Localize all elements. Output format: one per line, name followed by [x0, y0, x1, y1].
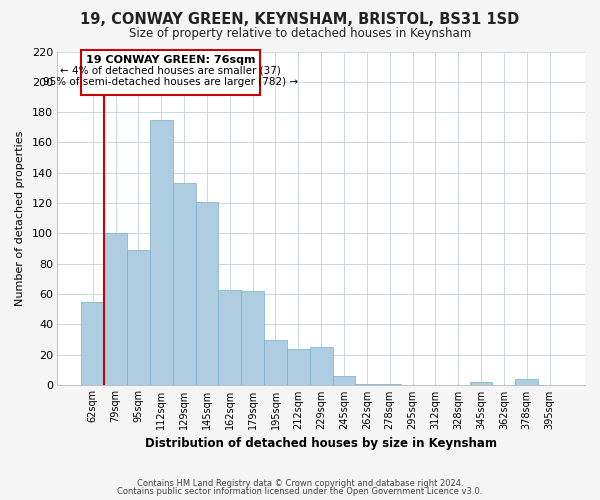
X-axis label: Distribution of detached houses by size in Keynsham: Distribution of detached houses by size … — [145, 437, 497, 450]
Text: 19, CONWAY GREEN, KEYNSHAM, BRISTOL, BS31 1SD: 19, CONWAY GREEN, KEYNSHAM, BRISTOL, BS3… — [80, 12, 520, 28]
Text: 95% of semi-detached houses are larger (782) →: 95% of semi-detached houses are larger (… — [43, 76, 298, 86]
Bar — [287, 348, 310, 385]
Bar — [515, 379, 538, 385]
Text: ← 4% of detached houses are smaller (37): ← 4% of detached houses are smaller (37) — [60, 66, 281, 76]
Bar — [378, 384, 401, 385]
Text: Size of property relative to detached houses in Keynsham: Size of property relative to detached ho… — [129, 28, 471, 40]
Bar — [218, 290, 241, 385]
Text: Contains HM Land Registry data © Crown copyright and database right 2024.: Contains HM Land Registry data © Crown c… — [137, 478, 463, 488]
Bar — [310, 347, 332, 385]
Bar — [196, 202, 218, 385]
Bar — [127, 250, 150, 385]
Bar — [355, 384, 378, 385]
Bar — [150, 120, 173, 385]
Bar — [470, 382, 493, 385]
FancyBboxPatch shape — [82, 50, 260, 96]
Bar — [173, 184, 196, 385]
Bar — [104, 234, 127, 385]
Text: 19 CONWAY GREEN: 76sqm: 19 CONWAY GREEN: 76sqm — [86, 56, 255, 66]
Bar — [332, 376, 355, 385]
Bar — [82, 302, 104, 385]
Text: Contains public sector information licensed under the Open Government Licence v3: Contains public sector information licen… — [118, 487, 482, 496]
Bar — [264, 340, 287, 385]
Y-axis label: Number of detached properties: Number of detached properties — [15, 130, 25, 306]
Bar — [241, 291, 264, 385]
